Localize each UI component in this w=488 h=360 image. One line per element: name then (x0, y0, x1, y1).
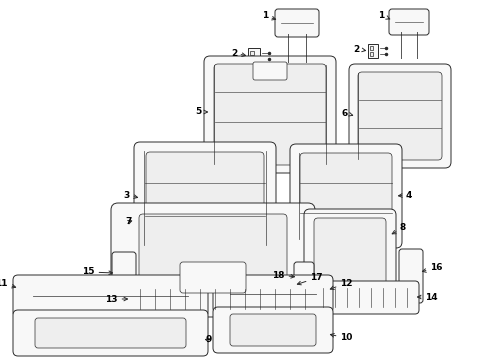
FancyBboxPatch shape (289, 144, 401, 248)
FancyBboxPatch shape (111, 203, 314, 307)
Text: 2: 2 (353, 45, 365, 54)
FancyBboxPatch shape (146, 152, 264, 244)
FancyBboxPatch shape (213, 275, 332, 313)
Text: 3: 3 (123, 190, 137, 199)
FancyBboxPatch shape (348, 64, 450, 168)
FancyBboxPatch shape (274, 9, 318, 37)
FancyBboxPatch shape (304, 209, 395, 296)
Text: 15: 15 (82, 267, 112, 276)
FancyBboxPatch shape (213, 307, 332, 353)
Text: 17: 17 (297, 274, 322, 285)
FancyBboxPatch shape (388, 9, 428, 35)
FancyBboxPatch shape (214, 64, 325, 165)
FancyBboxPatch shape (126, 281, 318, 317)
FancyBboxPatch shape (313, 218, 385, 287)
FancyBboxPatch shape (134, 142, 275, 254)
Text: 7: 7 (125, 217, 132, 226)
FancyBboxPatch shape (112, 252, 136, 308)
Text: 1: 1 (377, 10, 389, 19)
FancyBboxPatch shape (357, 72, 441, 160)
FancyBboxPatch shape (229, 314, 315, 346)
Text: 5: 5 (195, 108, 207, 117)
FancyBboxPatch shape (180, 262, 245, 293)
Text: 12: 12 (329, 279, 352, 289)
Text: 10: 10 (330, 333, 352, 342)
FancyBboxPatch shape (35, 318, 185, 348)
Bar (249, 57, 253, 61)
FancyBboxPatch shape (252, 62, 286, 80)
Text: 11: 11 (0, 279, 16, 288)
Bar (247, 48, 260, 64)
FancyBboxPatch shape (203, 56, 335, 173)
Text: 13: 13 (105, 294, 127, 303)
Text: 18: 18 (272, 270, 294, 279)
Text: 1: 1 (261, 12, 275, 21)
Text: 9: 9 (204, 336, 211, 345)
Bar (369, 46, 372, 50)
FancyBboxPatch shape (398, 249, 422, 303)
Bar (369, 52, 372, 56)
Text: 2: 2 (230, 49, 245, 58)
Text: 14: 14 (417, 292, 437, 302)
FancyBboxPatch shape (293, 262, 313, 313)
Bar (367, 44, 377, 58)
FancyBboxPatch shape (139, 214, 286, 296)
FancyBboxPatch shape (13, 310, 207, 356)
Bar (249, 51, 253, 55)
Text: 16: 16 (422, 264, 442, 273)
Text: 4: 4 (398, 190, 411, 199)
Text: 8: 8 (391, 224, 406, 234)
FancyBboxPatch shape (13, 275, 207, 317)
FancyBboxPatch shape (299, 153, 391, 239)
Text: 6: 6 (341, 108, 352, 117)
FancyBboxPatch shape (310, 281, 418, 314)
